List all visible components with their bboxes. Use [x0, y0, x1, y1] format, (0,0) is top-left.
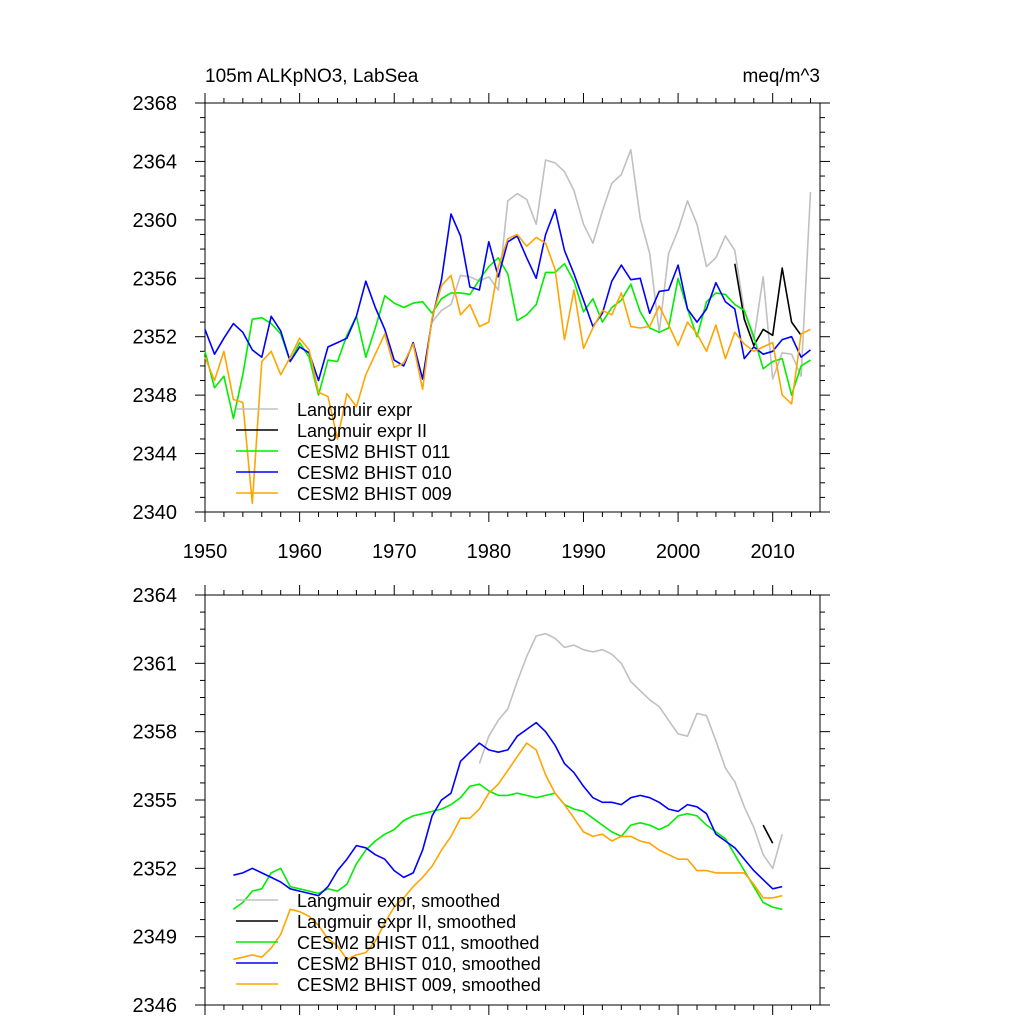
- x-tick-label: 1960: [277, 541, 322, 563]
- y-tick-label: 2349: [133, 927, 178, 949]
- bottom-panel: 2346 2349 2352 2355 2358 2361 2364 Langmuir exp…: [133, 585, 830, 1017]
- y-tick-label: 2348: [133, 385, 178, 407]
- y-tick-label: 2361: [133, 653, 178, 675]
- series-line: [233, 742, 783, 961]
- y-tick-label: 2344: [133, 444, 178, 466]
- legend-label: Langmuir expr: [297, 400, 412, 420]
- legend-label: Langmuir expr II, smoothed: [297, 912, 516, 932]
- x-tick-label: 2010: [750, 541, 795, 563]
- x-tick-label: 1950: [183, 541, 228, 563]
- y-tick-label: 2352: [133, 327, 178, 349]
- legend-label: Langmuir expr II: [297, 421, 427, 441]
- legend-label: CESM2 BHIST 009: [297, 484, 452, 504]
- x-tick-label: 2000: [656, 541, 701, 563]
- y-tick-label: 2355: [133, 790, 178, 812]
- series-line: [734, 263, 802, 347]
- series-line: [204, 208, 811, 382]
- y-tick-label: 2364: [133, 151, 178, 173]
- legend-label: CESM2 BHIST 010: [297, 463, 452, 483]
- y-tick-label: 2352: [133, 858, 178, 880]
- series-line: [204, 233, 811, 505]
- y-tick-label: 2358: [133, 722, 178, 744]
- legend-label: Langmuir expr, smoothed: [297, 891, 500, 911]
- chart-title: 105m ALKpNO3, LabSea: [205, 66, 419, 87]
- y-tick-label: 2346: [133, 995, 178, 1017]
- y-tick-label: 2360: [133, 210, 178, 232]
- legend-label: CESM2 BHIST 010, smoothed: [297, 954, 541, 974]
- legend-label: CESM2 BHIST 011, smoothed: [297, 933, 539, 953]
- top-panel: 1950 1960 1970 1980 1990 2000 2010 2340 2344 2348…: [133, 66, 830, 563]
- chart-units: meq/m^3: [742, 66, 820, 87]
- series-line: [233, 721, 783, 897]
- x-tick-label: 1990: [561, 541, 606, 563]
- x-tick-label: 1970: [372, 541, 417, 563]
- legend-label: CESM2 BHIST 011: [297, 442, 450, 462]
- y-tick-label: 2368: [133, 93, 178, 115]
- y-tick-label: 2340: [133, 502, 178, 524]
- series-line: [478, 632, 783, 870]
- series-line: [762, 824, 774, 844]
- y-tick-label: 2356: [133, 268, 178, 290]
- x-tick-label: 1980: [467, 541, 512, 563]
- legend-label: CESM2 BHIST 009, smoothed: [297, 975, 541, 995]
- y-tick-label: 2364: [133, 585, 178, 607]
